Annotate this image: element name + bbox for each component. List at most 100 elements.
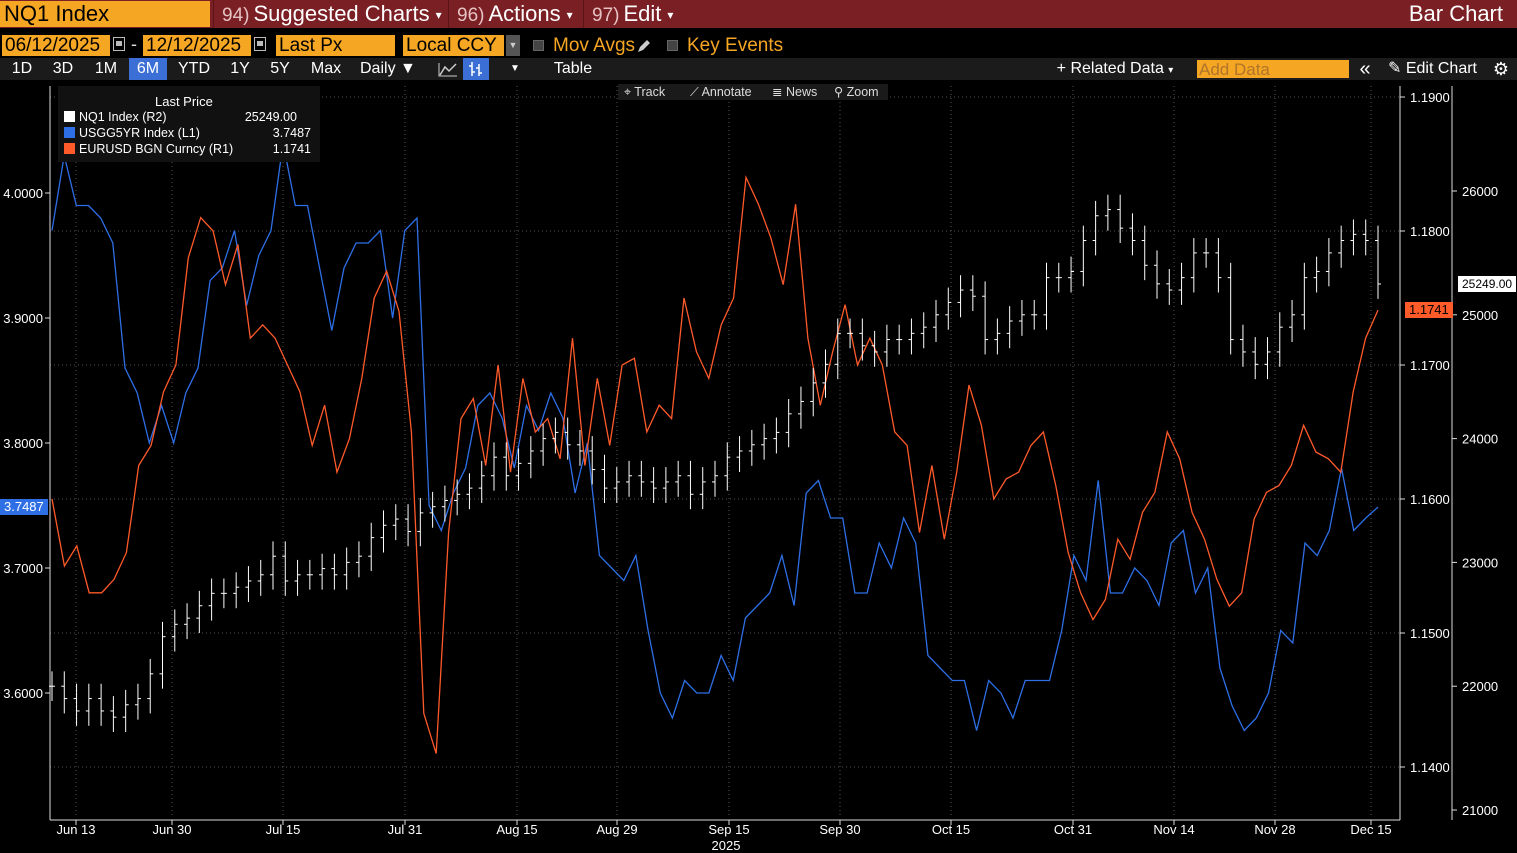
frequency-select[interactable]: Daily ▼: [354, 58, 426, 80]
right2-tick-label: 26000: [1462, 184, 1498, 199]
last-value-badge-eur: 1.1741: [1405, 302, 1453, 318]
legend-label: USGG5YR Index (L1): [79, 126, 200, 140]
key-events-label[interactable]: Key Events: [687, 35, 784, 56]
ohlc-bar: [491, 442, 497, 491]
ohlc-bar: [1375, 225, 1381, 299]
zoom-control[interactable]: ⚲ Zoom: [834, 84, 879, 100]
pencil-icon[interactable]: [636, 38, 652, 54]
legend-item[interactable]: EURUSD BGN Curncy (R1) 1.1741: [64, 142, 314, 157]
key-events-checkbox[interactable]: [667, 40, 678, 51]
track-control[interactable]: ⌖ Track: [624, 84, 665, 100]
ohlc-bar: [441, 485, 448, 522]
legend-label: EURUSD BGN Curncy (R1): [79, 142, 234, 156]
ohlc-bar: [319, 553, 326, 590]
ohlc-bar: [208, 578, 215, 621]
ohlc-bar: [331, 553, 338, 590]
menu-label: Edit: [623, 1, 662, 26]
ohlc-bar: [49, 671, 55, 702]
calendar-icon[interactable]: [113, 37, 125, 51]
crosshair-icon: ⌖: [624, 85, 632, 99]
right2-tick-label: 23000: [1462, 555, 1498, 570]
ohlc-bar: [159, 621, 166, 689]
right1-tick-label: 1.1400: [1410, 760, 1450, 775]
bar-chart-icon[interactable]: [463, 58, 489, 80]
related-data-button[interactable]: + Related Data ▾: [1040, 58, 1190, 80]
news-label: News: [785, 85, 818, 99]
news-control[interactable]: ≣ News: [772, 84, 817, 100]
caret-down-icon: ▾: [566, 8, 573, 22]
ticker-field[interactable]: NQ1 Index: [0, 1, 210, 27]
left-tick-label: 3.8000: [3, 436, 43, 451]
start-date-field[interactable]: 06/12/2025: [2, 35, 110, 56]
ohlc-bar: [503, 442, 510, 491]
menu-number: 97): [592, 5, 620, 26]
annotate-control[interactable]: ⟋ Annotate: [690, 84, 752, 100]
x-tick-label: Jul 31: [388, 822, 423, 837]
ohlc-bar: [1252, 337, 1259, 380]
price-field-select[interactable]: Last Px: [276, 35, 395, 56]
ohlc-bar: [1141, 225, 1148, 281]
range-3d[interactable]: 3D: [52, 60, 74, 77]
ohlc-bar: [306, 559, 313, 590]
gear-icon[interactable]: ⚙: [1492, 59, 1510, 79]
range-5y[interactable]: 5Y: [270, 60, 290, 77]
legend-value: 1.1741: [272, 142, 311, 156]
ohlc-bar: [822, 349, 829, 398]
menu-number: 94): [222, 5, 250, 26]
ohlc-bar: [245, 566, 252, 603]
legend-item[interactable]: NQ1 Index (R2) 25249.00: [64, 110, 314, 125]
legend-item[interactable]: USGG5YR Index (L1) 3.7487: [64, 126, 314, 141]
ohlc-bar: [1006, 306, 1013, 349]
x-tick-label: Aug 29: [596, 822, 637, 837]
range-ytd[interactable]: YTD: [178, 60, 210, 77]
right1-tick-label: 1.1500: [1410, 626, 1450, 641]
ohlc-bar: [1239, 324, 1246, 367]
mov-avgs-label[interactable]: Mov Avgs: [553, 35, 636, 56]
collapse-icon[interactable]: «: [1359, 58, 1371, 80]
date-separator: -: [131, 34, 137, 54]
ohlc-bar: [73, 683, 80, 726]
line-chart-icon[interactable]: [435, 58, 461, 80]
menu-number: 96): [457, 5, 485, 26]
edit-chart-button[interactable]: ✎ Edit Chart: [1380, 58, 1485, 80]
ohlc-bar: [61, 671, 68, 714]
ohlc-bar: [122, 689, 129, 733]
range-6m[interactable]: 6M: [129, 58, 167, 80]
edit-menu[interactable]: 97) Edit ▾: [583, 0, 683, 28]
right2-tick-label: 21000: [1462, 803, 1498, 818]
right1-tick-label: 1.1700: [1410, 358, 1450, 373]
ohlc-bar: [417, 498, 424, 547]
zoom-label: Zoom: [846, 85, 879, 99]
ohlc-bar: [540, 423, 547, 466]
legend-swatch: [64, 143, 75, 154]
ohlc-bar: [282, 541, 289, 596]
ohlc-bar: [380, 510, 387, 553]
ohlc-bar: [933, 299, 939, 343]
track-label: Track: [634, 85, 666, 99]
calendar-icon[interactable]: [254, 37, 266, 51]
range-1m[interactable]: 1M: [94, 60, 118, 77]
series-layer: [49, 142, 1381, 754]
ohlc-bar: [134, 683, 141, 720]
mov-avgs-checkbox[interactable]: [533, 40, 544, 51]
range-1y[interactable]: 1Y: [230, 60, 250, 77]
x-tick-label: Dec 15: [1350, 822, 1391, 837]
range-1d[interactable]: 1D: [11, 60, 33, 77]
add-data-input[interactable]: Add Data: [1197, 60, 1349, 79]
dropdown-arrow-icon[interactable]: ▼: [506, 35, 520, 56]
end-date-field[interactable]: 12/12/2025: [143, 35, 251, 56]
ohlc-bar: [1031, 299, 1038, 330]
chart-toolbar: [0, 58, 1517, 80]
suggested-charts-menu[interactable]: 94) Suggested Charts ▾: [213, 0, 446, 28]
ohlc-bar: [257, 559, 264, 596]
table-button[interactable]: Table: [553, 60, 593, 77]
range-max[interactable]: Max: [310, 60, 342, 77]
currency-select[interactable]: Local CCY: [403, 35, 504, 56]
right2-tick-label: 22000: [1462, 679, 1498, 694]
chart-type-dropdown[interactable]: ▼: [510, 63, 520, 74]
bar-chart-plot[interactable]: 4.0000 3.9000 3.8000 3.7000 3.6000 1.1900 1.18…: [0, 80, 1517, 853]
ohlc-bar: [1264, 337, 1271, 380]
actions-menu[interactable]: 96) Actions ▾: [448, 0, 581, 28]
legend-swatch: [64, 111, 75, 122]
ohlc-bar: [785, 398, 792, 448]
